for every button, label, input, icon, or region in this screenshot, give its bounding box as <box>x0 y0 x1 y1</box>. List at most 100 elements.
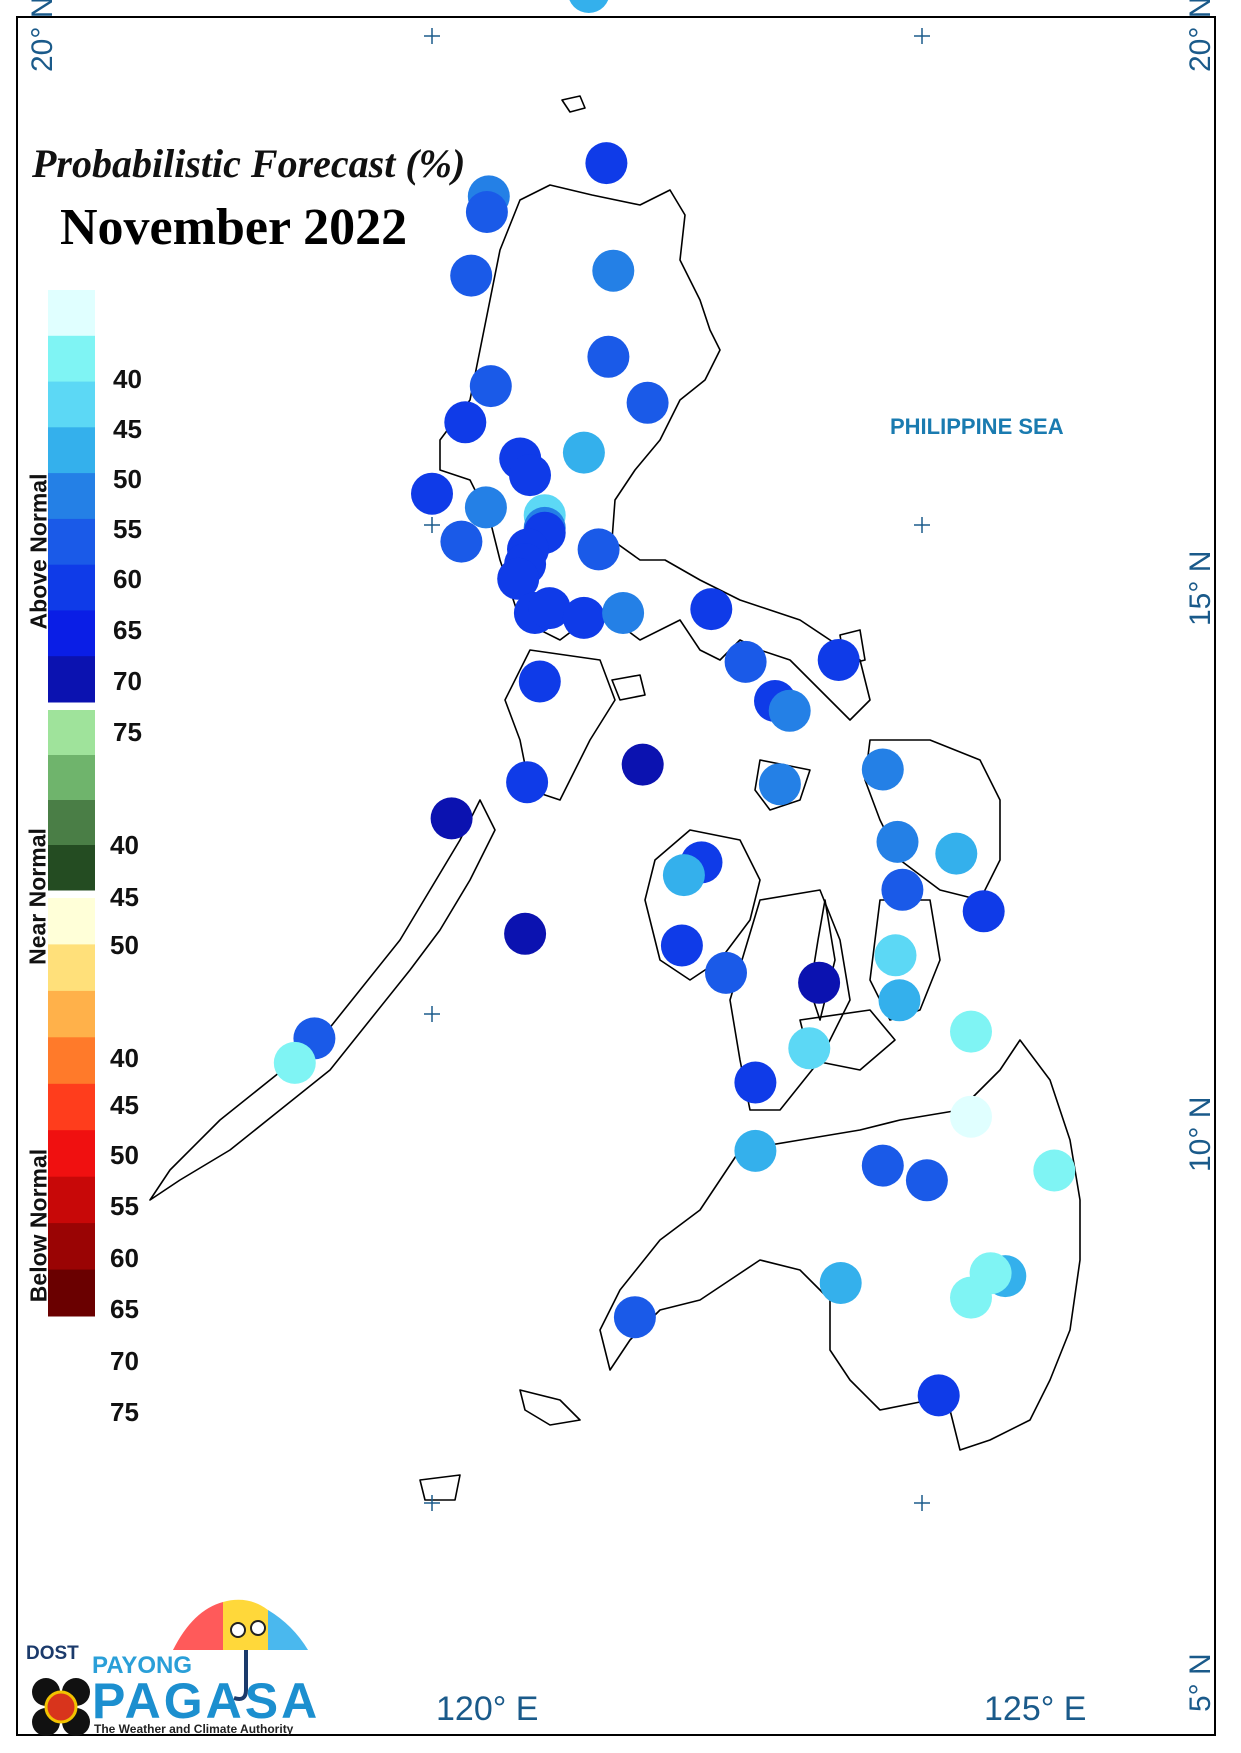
station-marker <box>411 472 453 515</box>
station-marker <box>626 381 669 424</box>
station-marker <box>569 0 609 13</box>
station-marker <box>464 486 507 529</box>
station-marker <box>469 365 512 408</box>
above-tick: 50 <box>113 464 142 494</box>
above-normal-swatch <box>48 518 95 566</box>
station-marker <box>504 912 547 955</box>
above-normal-swatch <box>48 656 95 703</box>
forecast-month: November 2022 <box>60 199 408 256</box>
legend-above-normal-label: Above Normal <box>25 473 52 630</box>
station-marker <box>690 588 733 631</box>
below-tick: 55 <box>110 1191 139 1221</box>
station-marker <box>1033 1149 1076 1192</box>
station-marker <box>450 254 493 297</box>
station-marker <box>465 191 508 233</box>
below-tick: 40 <box>110 1043 139 1073</box>
above-tick: 75 <box>113 717 142 747</box>
below-normal-swatch <box>48 898 95 945</box>
lat-label-10n: 10° N <box>1184 1096 1217 1172</box>
station-marker <box>881 868 924 911</box>
station-marker <box>878 979 921 1022</box>
near-tick: 45 <box>110 882 139 912</box>
batanes-coast <box>561 95 586 113</box>
near-normal-swatch <box>48 755 95 801</box>
station-marker <box>440 520 483 563</box>
above-normal-swatch <box>48 610 95 657</box>
mindoro-coast <box>504 649 616 801</box>
grid-crosses <box>424 28 930 1511</box>
station-marker <box>444 401 487 444</box>
station-marker <box>935 832 978 875</box>
station-marker <box>509 454 551 497</box>
marinduque-coast <box>611 674 646 701</box>
station-marker <box>587 335 630 378</box>
station-marker <box>273 1041 316 1084</box>
station-marker <box>577 528 620 571</box>
station-marker <box>734 1061 777 1104</box>
above-normal-swatch <box>48 473 95 520</box>
station-marker <box>905 1159 948 1202</box>
above-tick: 40 <box>113 364 142 394</box>
below-normal-swatch <box>48 944 95 992</box>
station-marker <box>613 1296 656 1339</box>
above-tick: 45 <box>113 414 142 444</box>
pagasa-logo <box>32 1599 308 1736</box>
station-marker <box>705 951 747 994</box>
pagasa-tagline: The Weather and Climate Authority <box>94 1722 294 1736</box>
station-marker <box>950 1276 992 1319</box>
below-normal-swatch <box>48 990 95 1038</box>
below-normal-swatch <box>48 1269 95 1317</box>
lat-label-20n-right: 20° N <box>1184 0 1217 72</box>
near-normal-swatch <box>48 710 95 756</box>
panay-coast <box>644 829 761 981</box>
station-marker <box>861 748 904 791</box>
station-marker <box>621 743 664 786</box>
station-marker <box>876 820 919 863</box>
mindanao-coast <box>599 1039 1081 1451</box>
station-marker <box>506 761 549 804</box>
below-normal-swatch <box>48 1223 95 1270</box>
station-marker <box>861 1144 904 1187</box>
below-normal-swatch <box>48 1176 95 1224</box>
dost-seal-icon <box>44 1690 78 1724</box>
above-normal-swatch <box>48 290 95 337</box>
station-marker <box>917 1374 960 1417</box>
legend-colorbars <box>48 290 95 1317</box>
below-normal-swatch <box>48 1037 95 1085</box>
above-tick: 60 <box>113 564 142 594</box>
below-tick: 50 <box>110 1140 139 1170</box>
station-marker <box>758 763 801 806</box>
below-tick: 70 <box>110 1346 139 1376</box>
above-tick: 65 <box>113 615 142 645</box>
station-marker <box>819 1262 862 1304</box>
station-marker <box>562 431 605 474</box>
station-marker <box>724 640 767 683</box>
station-marker <box>734 1129 777 1172</box>
above-normal-swatch <box>48 335 95 383</box>
station-marker <box>662 854 705 897</box>
near-normal-swatch <box>48 800 95 846</box>
below-normal-swatch <box>48 1130 95 1178</box>
lat-label-5n: 5° N <box>1184 1653 1217 1712</box>
station-marker <box>430 797 473 840</box>
legend-near-normal-label: Near Normal <box>24 828 51 965</box>
below-tick: 65 <box>110 1294 139 1324</box>
station-marker <box>950 1010 992 1053</box>
masbate-coast <box>754 759 811 811</box>
station-marker <box>874 934 917 977</box>
payong-text: PAYONG <box>92 1652 193 1679</box>
forecast-title: Probabilistic Forecast (%) <box>32 141 466 186</box>
station-marker <box>497 557 540 600</box>
lon-label-120e: 120° E <box>436 1690 539 1728</box>
station-marker <box>798 961 841 1004</box>
station-marker <box>962 890 1005 933</box>
legend-below-normal-label: Below Normal <box>25 1148 52 1303</box>
stations-layer <box>273 0 1076 1417</box>
sea-label: PHILIPPINE SEA <box>890 414 1064 439</box>
below-normal-swatch <box>48 1083 95 1131</box>
leyte-coast <box>869 899 941 1021</box>
station-marker <box>817 639 860 681</box>
station-marker <box>592 249 635 292</box>
below-tick: 60 <box>110 1243 139 1273</box>
